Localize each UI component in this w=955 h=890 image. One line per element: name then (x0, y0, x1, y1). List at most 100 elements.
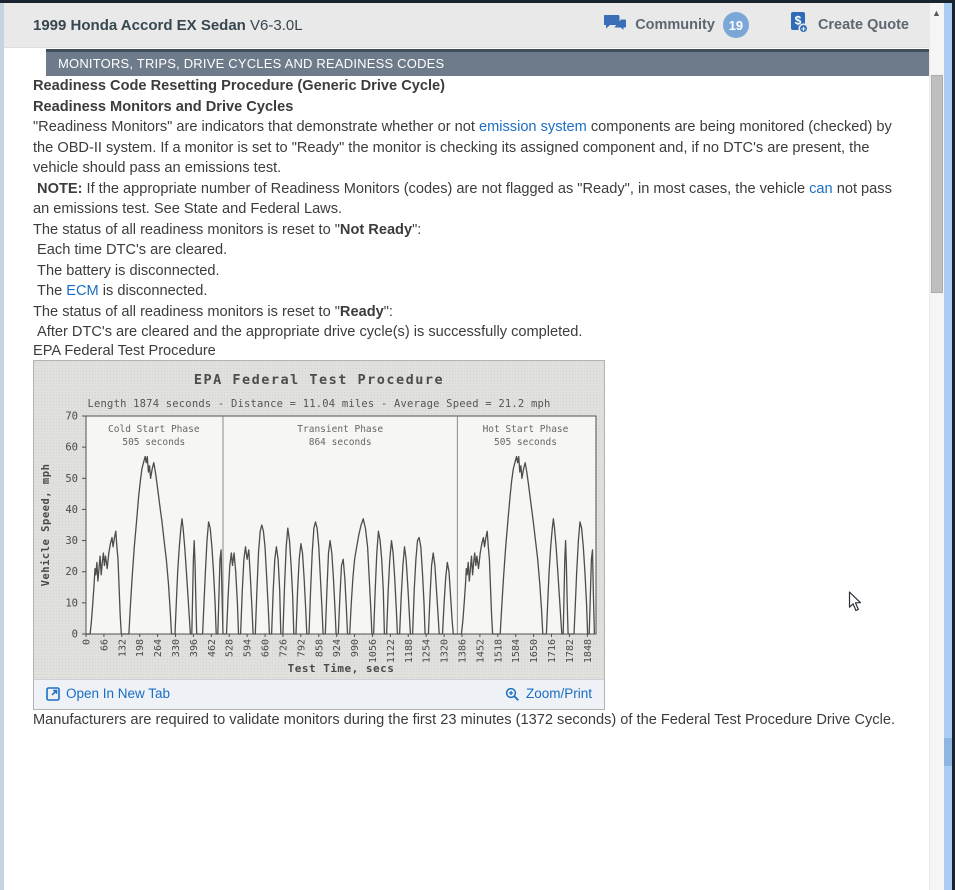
vehicle-title-main: 1999 Honda Accord EX Sedan (33, 16, 246, 34)
not-ready-status-line: The status of all readiness monitors is … (33, 220, 904, 241)
svg-text:66: 66 (99, 639, 110, 651)
svg-text:1122: 1122 (386, 639, 397, 663)
svg-text:792: 792 (296, 639, 307, 657)
intro-paragraph: "Readiness Monitors" are indicators that… (33, 117, 904, 179)
window-top-border (0, 0, 955, 3)
svg-text:$: $ (795, 14, 802, 28)
svg-text:Cold Start Phase: Cold Start Phase (108, 424, 200, 435)
ecm-line-before: The (33, 283, 67, 299)
closing-paragraph: Manufacturers are required to validate m… (33, 711, 895, 728)
svg-text:198: 198 (135, 639, 146, 657)
app-header: 1999 Honda Accord EX Sedan V6-3.0L Commu… (4, 3, 929, 48)
note-paragraph: NOTE: If the appropriate number of Readi… (33, 179, 904, 220)
external-link-icon (46, 687, 60, 701)
figure-toolbar: Open In New Tab Zoom/Print (34, 678, 604, 709)
svg-text:10: 10 (65, 597, 78, 609)
can-link[interactable]: can (809, 180, 833, 197)
ready-colon: ": (383, 303, 393, 320)
vehicle-title: 1999 Honda Accord EX Sedan V6-3.0L (33, 17, 303, 34)
svg-text:20: 20 (65, 566, 78, 578)
svg-text:1056: 1056 (368, 639, 379, 663)
ready-bold: Ready (339, 303, 384, 320)
open-in-new-tab-label: Open In New Tab (66, 685, 171, 701)
svg-text:1716: 1716 (547, 639, 558, 663)
svg-text:40: 40 (65, 503, 78, 515)
not-ready-text: The status of all readiness monitors is … (33, 221, 340, 238)
svg-text:1848: 1848 (583, 639, 594, 663)
svg-text:1254: 1254 (422, 639, 433, 663)
epa-ftp-figure: EPA Federal Test Procedure Length 1874 s… (33, 359, 605, 710)
intro-text: "Readiness Monitors" are indicators that… (33, 119, 479, 135)
ecm-link[interactable]: ECM (66, 283, 99, 299)
open-in-new-tab-link[interactable]: Open In New Tab (46, 684, 170, 705)
ready-text: The status of all readiness monitors is … (33, 303, 340, 320)
community-chat-icon (603, 14, 628, 37)
svg-text:1320: 1320 (440, 639, 451, 663)
svg-text:396: 396 (189, 639, 200, 657)
svg-text:1188: 1188 (404, 639, 415, 663)
zoom-print-label: Zoom/Print (525, 685, 592, 701)
svg-text:864 seconds: 864 seconds (309, 437, 372, 448)
chart-title: EPA Federal Test Procedure (193, 371, 445, 388)
note-text-after: not pass an emissions test. See State an… (33, 180, 892, 218)
community-label: Community (635, 17, 715, 33)
svg-text:1386: 1386 (457, 639, 468, 663)
outer-scrollbar-thumb[interactable] (944, 738, 952, 766)
svg-text:1452: 1452 (475, 639, 486, 663)
not-ready-item-1: Each time DTC's are cleared. (33, 242, 228, 258)
not-ready-colon: ": (412, 221, 422, 238)
svg-text:462: 462 (207, 639, 218, 657)
vehicle-title-engine: V6-3.0L (245, 16, 303, 34)
svg-text:1782: 1782 (565, 639, 576, 663)
svg-text:505 seconds: 505 seconds (122, 437, 185, 448)
note-label: NOTE: (33, 180, 83, 197)
svg-text:990: 990 (350, 639, 361, 657)
svg-text:1584: 1584 (511, 639, 522, 663)
create-quote-label: Create Quote (817, 17, 909, 33)
svg-text:60: 60 (65, 441, 78, 453)
svg-text:Vehicle Speed, mph: Vehicle Speed, mph (40, 463, 52, 586)
svg-text:50: 50 (65, 472, 78, 484)
ready-item-1: After DTC's are cleared and the appropri… (33, 324, 583, 340)
ready-status-line: The status of all readiness monitors is … (33, 302, 904, 323)
not-ready-item-2: The battery is disconnected. (33, 262, 220, 279)
community-button[interactable]: Community 19 (603, 12, 749, 38)
ecm-line-after: is disconnected. (98, 283, 208, 299)
ftp-plot: 0 10 20 30 40 50 60 70 0 66 132 198 264 330 396 462 528 5… (40, 410, 597, 675)
svg-text:505 seconds: 505 seconds (494, 437, 557, 448)
figure-caption: EPA Federal Test Procedure (33, 342, 216, 359)
community-count-badge: 19 (722, 12, 749, 38)
page-scrollbar-thumb[interactable] (931, 75, 943, 293)
window-right-border (952, 0, 955, 890)
not-ready-item-3: The ECM is disconnected. (33, 281, 904, 302)
svg-text:660: 660 (261, 639, 272, 657)
svg-text:858: 858 (314, 639, 325, 657)
zoom-plus-icon (505, 687, 519, 701)
epa-ftp-chart-image: EPA Federal Test Procedure Length 1874 s… (34, 360, 604, 679)
create-quote-button[interactable]: $ + Create Quote (789, 11, 909, 39)
chart-subtitle: Length 1874 seconds - Distance = 11.04 m… (87, 398, 551, 410)
note-text: If the appropriate number of Readiness M… (82, 180, 810, 197)
intro-text-after: components are being monitored (checked)… (33, 119, 892, 176)
svg-text:30: 30 (65, 535, 78, 547)
zoom-print-link[interactable]: Zoom/Print (505, 684, 592, 705)
svg-text:924: 924 (332, 639, 343, 657)
svg-text:0: 0 (82, 639, 93, 645)
outer-scrollbar-track[interactable] (944, 3, 952, 890)
svg-text:Transient Phase: Transient Phase (297, 424, 383, 435)
svg-text:Hot Start Phase: Hot Start Phase (483, 424, 569, 435)
procedure-heading: Readiness Code Resetting Procedure (Gene… (33, 78, 446, 94)
svg-text:1650: 1650 (529, 639, 540, 663)
monitors-heading: Readiness Monitors and Drive Cycles (33, 98, 294, 115)
svg-text:70: 70 (65, 410, 78, 422)
window-left-border (0, 3, 4, 890)
not-ready-bold: Not Ready (339, 221, 413, 238)
emission-system-link[interactable]: emission system (478, 119, 587, 135)
svg-text:+: + (801, 24, 806, 34)
svg-text:594: 594 (243, 639, 254, 657)
scroll-up-arrow-icon[interactable]: ▲ (932, 8, 941, 18)
svg-text:132: 132 (117, 639, 128, 657)
quote-dollar-icon: $ + (789, 11, 810, 39)
svg-text:330: 330 (171, 639, 182, 657)
svg-text:726: 726 (278, 639, 289, 657)
